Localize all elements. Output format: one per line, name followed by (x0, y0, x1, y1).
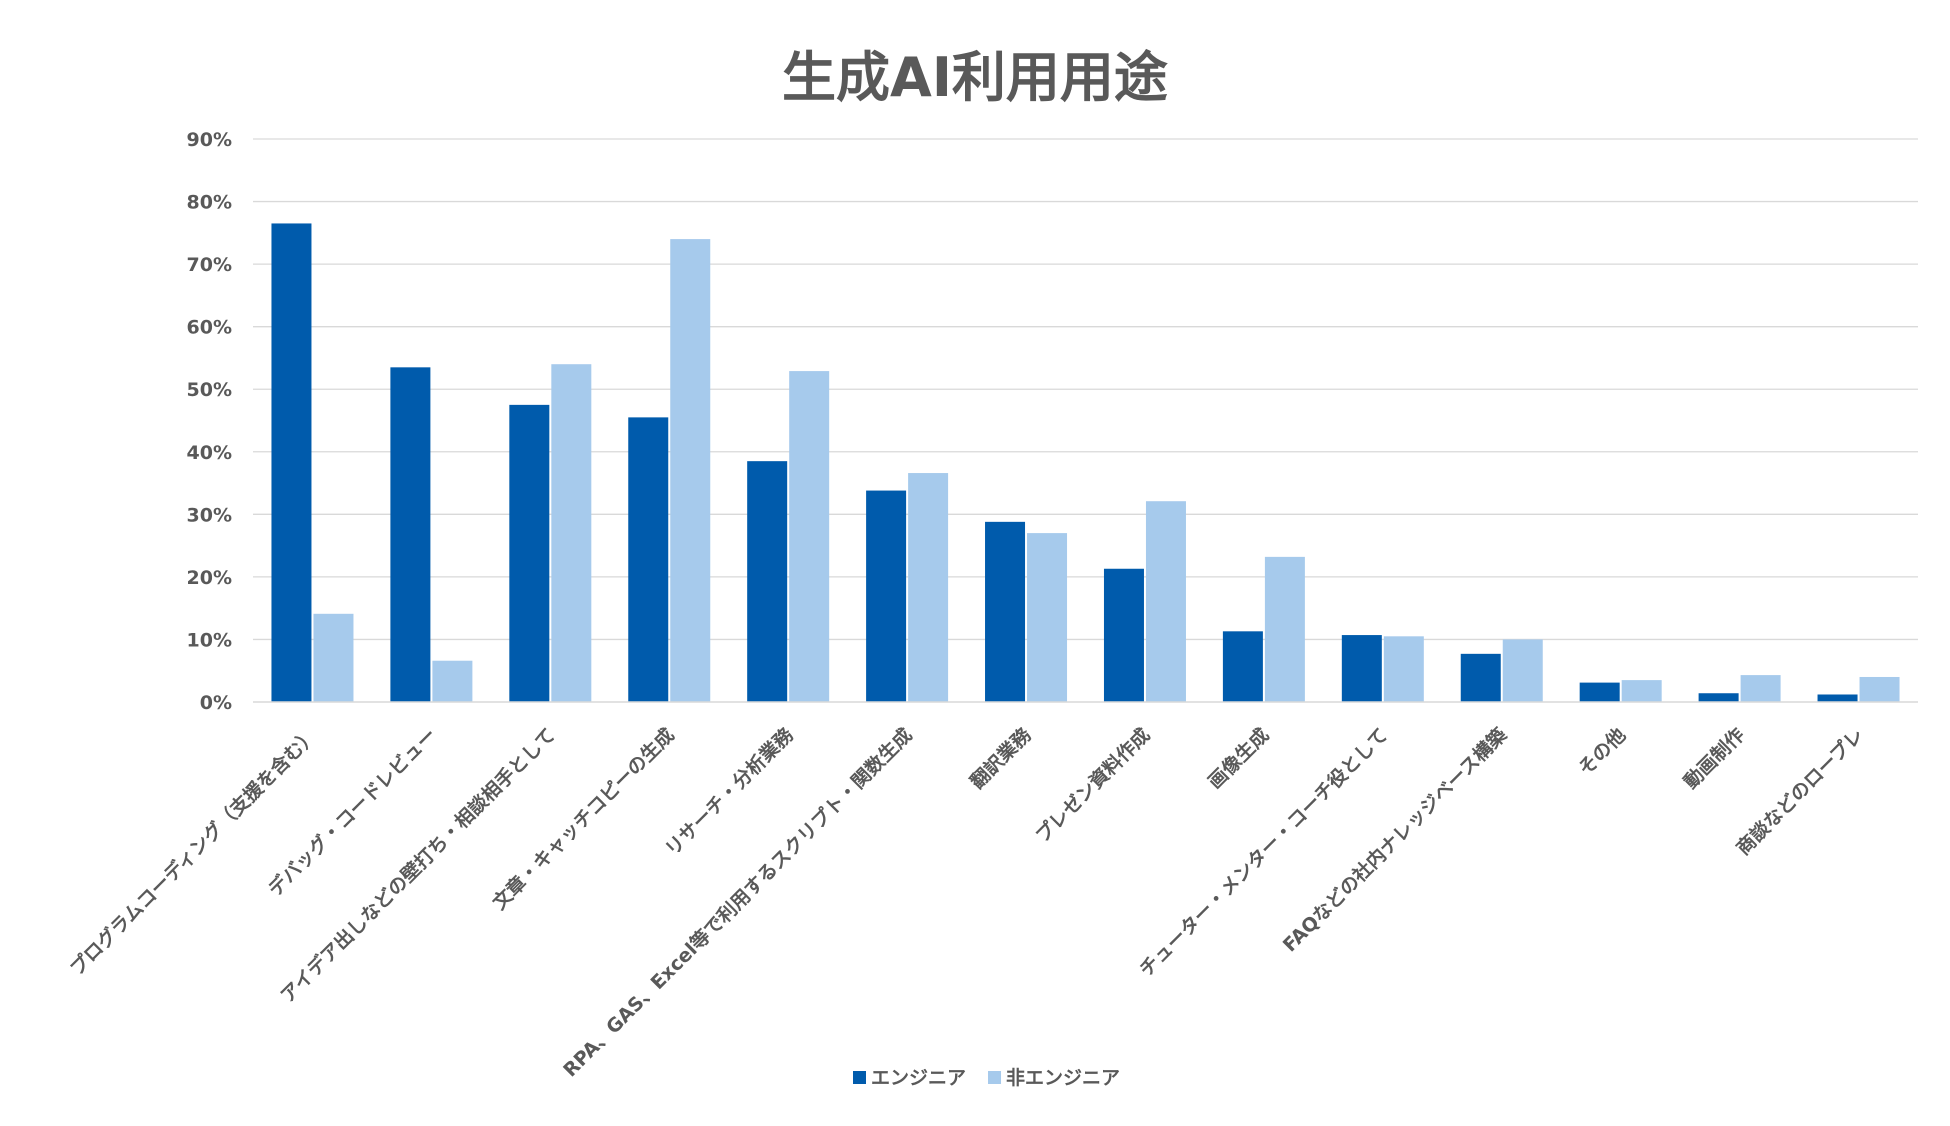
category-label: プログラムコーディング（支援を含む） (65, 723, 322, 980)
bars (271, 223, 1900, 703)
bar (271, 223, 312, 702)
y-tick-label: 10% (187, 629, 232, 651)
chart-title: 生成AI利用用途 (782, 46, 1168, 109)
bar (509, 404, 550, 702)
bar (789, 371, 830, 702)
y-tick-label: 70% (187, 254, 232, 276)
legend-swatch (853, 1071, 866, 1084)
legend: エンジニア 非エンジニア (853, 1067, 1120, 1089)
y-tick-label: 90% (187, 129, 232, 151)
bar (670, 239, 711, 703)
y-tick-label: 30% (187, 504, 232, 526)
category-label: プレゼン資料作成 (1031, 723, 1155, 847)
bar (432, 660, 473, 702)
y-tick-label: 60% (187, 317, 232, 339)
bar (1579, 682, 1620, 702)
legend-label: エンジニア (871, 1067, 966, 1089)
y-tick-label: 80% (187, 192, 232, 214)
bar (1502, 639, 1543, 702)
bar (390, 367, 431, 702)
bar (1027, 533, 1068, 702)
bar (866, 490, 907, 702)
category-label: その他 (1574, 723, 1631, 780)
bar (1740, 675, 1781, 702)
category-label: FAQなどの社内ナレッジベース構築 (1278, 723, 1512, 957)
bar (747, 461, 788, 702)
bar (1460, 653, 1501, 702)
y-axis-ticks: 0% 10% 20% 30% 40% 50% 60% 70% 80% 90% (187, 129, 232, 714)
category-label: アイデア出しなどの壁打ち・相談相手として (276, 723, 560, 1007)
gridlines (253, 138, 1918, 641)
legend-swatch (988, 1071, 1002, 1084)
category-label: 動画制作 (1679, 723, 1749, 793)
bar (985, 521, 1026, 702)
bar (1341, 635, 1382, 702)
bar (313, 613, 354, 702)
bar (628, 417, 669, 702)
category-label: 商談などのロープレ (1732, 723, 1868, 859)
category-label: チューター・メンター・コーチ役として (1135, 723, 1393, 981)
bar (908, 473, 949, 702)
bar (1264, 556, 1305, 702)
category-label: 画像生成 (1203, 723, 1273, 793)
bar (1383, 636, 1424, 702)
category-labels: プログラムコーディング（支援を含む）デバッグ・コードレビューアイデア出しなどの壁… (65, 723, 1868, 1082)
bar (1859, 676, 1900, 702)
bar (1698, 693, 1739, 702)
bar (1817, 694, 1858, 702)
bar (1621, 680, 1662, 702)
y-tick-label: 20% (187, 567, 232, 589)
bar (1222, 631, 1263, 702)
y-tick-label: 50% (187, 379, 232, 401)
legend-label: 非エンジニア (1006, 1067, 1120, 1089)
category-label: 翻訳業務 (966, 723, 1037, 794)
bar (1103, 568, 1144, 702)
y-tick-label: 40% (187, 442, 232, 464)
category-label: リサーチ・分析業務 (661, 723, 799, 861)
y-tick-label: 0% (200, 692, 232, 714)
bar (1145, 501, 1186, 702)
bar (551, 364, 592, 702)
